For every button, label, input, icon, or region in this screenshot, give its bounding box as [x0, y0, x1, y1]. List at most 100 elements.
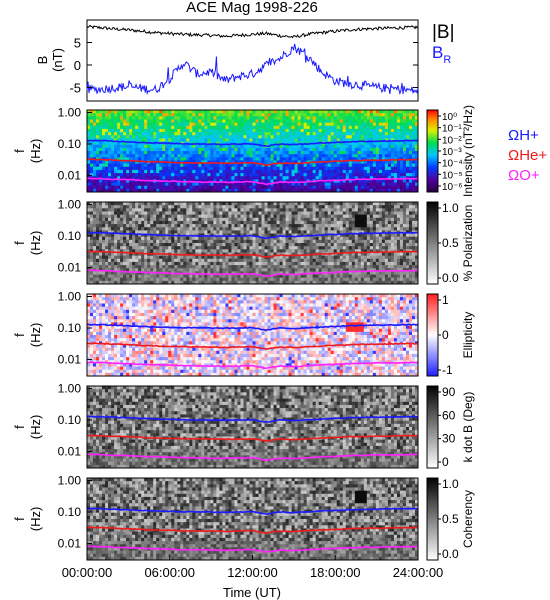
spectrogram-cell [279, 271, 283, 275]
spectrogram-cell [315, 227, 320, 231]
spectrogram-cell [282, 144, 286, 149]
spectrogram-cell [138, 157, 142, 161]
spectrogram-cell [243, 122, 247, 127]
spectrogram-cell [300, 205, 305, 209]
spectrogram-cell [204, 151, 208, 155]
spectrogram-cell [243, 277, 247, 282]
spectrogram-cell [414, 113, 419, 117]
spectrogram-cell [108, 173, 112, 177]
spectrogram-cell [390, 116, 395, 120]
spectrogram-cell [342, 160, 347, 165]
spectrogram-cell [168, 188, 172, 193]
spectrogram-cell [267, 230, 271, 234]
spectrogram-cell [393, 179, 398, 183]
spectrogram-cell [99, 154, 103, 158]
spectrogram-cell [318, 132, 323, 136]
spectrogram-cell [108, 280, 112, 285]
spectrogram-cell [129, 110, 133, 114]
spectrogram-cell [279, 113, 283, 117]
spectrogram-cell [135, 110, 139, 114]
spectrogram-cell [222, 116, 226, 120]
spectrogram-cell [255, 160, 259, 165]
spectrogram-cell [351, 163, 356, 168]
spectrogram-cell [222, 125, 226, 130]
spectrogram-cell [111, 144, 115, 149]
spectrogram-cell [192, 188, 196, 193]
spectrogram-cell [240, 249, 244, 253]
spectrogram-cell [384, 141, 389, 146]
spectrogram-cell [204, 113, 208, 117]
spectrogram-cell [192, 185, 196, 190]
spectrogram-cell [300, 176, 305, 180]
spectrogram-cell [105, 135, 109, 139]
spectrogram-cell [321, 243, 326, 247]
spectrogram-cell [177, 166, 181, 171]
spectrogram-cell [210, 230, 214, 234]
spectrogram-cell [237, 147, 241, 152]
spectrogram-cell [255, 176, 259, 180]
spectrogram-cell [135, 249, 139, 253]
spectrogram-cell [126, 274, 130, 279]
spectrogram-cell [90, 160, 94, 165]
spectrogram-cell [189, 205, 193, 209]
spectrogram-cell [93, 128, 97, 133]
spectrogram-cell [240, 205, 244, 209]
spectrogram-cell [192, 151, 196, 155]
spectrogram-cell [414, 151, 419, 155]
spectrogram-cell [126, 280, 130, 285]
spectrogram-cell [168, 147, 172, 152]
spectrogram-cell [315, 154, 320, 158]
spectrogram-cell [297, 208, 302, 212]
spectrogram-cell [234, 147, 238, 152]
spectrogram-cell [123, 205, 127, 209]
spectrogram-cell [210, 176, 214, 180]
y-tick-label: 1.00 [58, 105, 82, 119]
spectrogram-cell [93, 227, 97, 231]
spectrogram-cell [267, 233, 271, 238]
spectrogram-cell [141, 208, 145, 212]
spectrogram-cell [105, 202, 109, 206]
spectrogram-cell [93, 243, 97, 247]
spectrogram-cell [270, 233, 274, 238]
spectrogram-cell [144, 243, 148, 247]
spectrogram-cell [264, 277, 268, 282]
spectrogram-cell [315, 236, 320, 241]
spectrogram-cell [180, 173, 184, 177]
spectrogram-cell [192, 113, 196, 117]
spectrogram-cell [339, 135, 344, 139]
spectrogram-cell [324, 116, 329, 120]
spectrogram-cell [156, 249, 160, 253]
spectrogram-cell [258, 268, 262, 272]
spectrogram-cell [351, 116, 356, 120]
freq-unit-label: (Hz) [28, 139, 43, 164]
spectrogram-cell [258, 202, 262, 206]
spectrogram-cell [261, 119, 265, 124]
spectrogram-cell [153, 166, 157, 171]
spectrogram-cell [339, 110, 344, 114]
spectrogram-cell [408, 110, 413, 114]
spectrogram-cell [228, 208, 232, 212]
spectrogram-cell [99, 119, 103, 124]
spectrogram-cell [192, 138, 196, 142]
spectrogram-cell [285, 280, 290, 285]
spectrogram-cell [99, 277, 103, 282]
spectrogram-cell [276, 258, 280, 263]
spectrogram-cell [369, 163, 374, 168]
spectrogram-cell [135, 151, 139, 155]
spectrogram-cell [267, 214, 271, 219]
spectrogram-cell [150, 220, 154, 225]
spectrogram-cell [261, 202, 265, 206]
spectrogram-cell [312, 205, 317, 209]
spectrogram-cell [93, 113, 97, 117]
spectrogram-cell [93, 208, 97, 212]
spectrogram-cell [228, 277, 232, 282]
spectrogram-cell [312, 277, 317, 282]
spectrogram-cell [87, 169, 91, 174]
spectrogram-cell [303, 249, 308, 253]
spectrogram-cell [228, 280, 232, 285]
spectrogram-cell [93, 141, 97, 146]
spectrogram-cell [144, 239, 148, 244]
spectrogram-cell [117, 230, 121, 234]
spectrogram-cell [315, 151, 320, 155]
spectrogram-cell [105, 227, 109, 231]
